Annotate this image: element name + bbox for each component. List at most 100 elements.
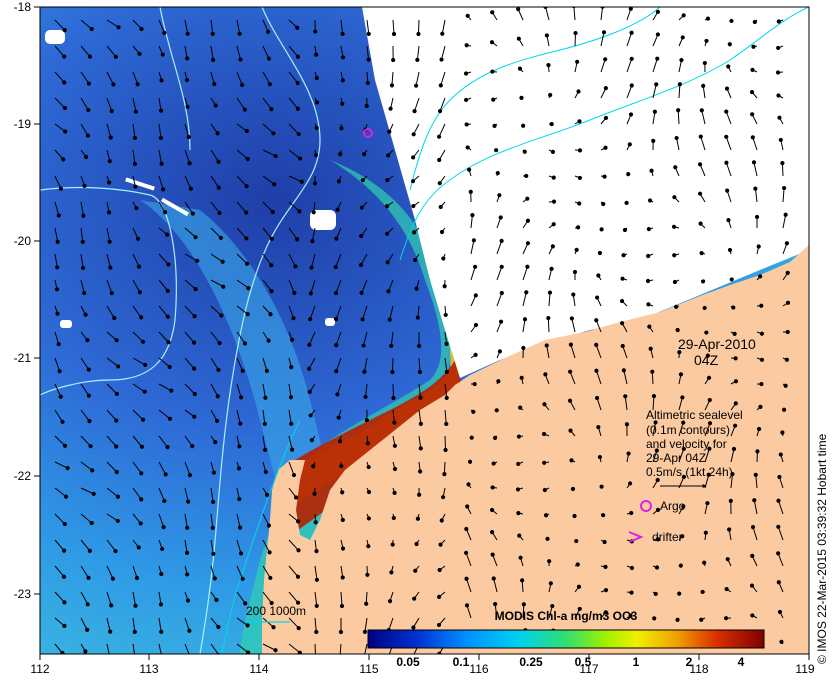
velocity-arrow-head <box>490 69 495 74</box>
velocity-arrow-head <box>159 161 164 166</box>
velocity-arrow-head <box>673 165 678 170</box>
velocity-arrow <box>622 345 628 359</box>
velocity-arrow-head <box>518 405 523 410</box>
velocity-arrow-head <box>337 439 343 444</box>
velocity-arrow <box>262 97 272 110</box>
velocity-arrow-head <box>629 510 634 516</box>
velocity-arrow <box>595 370 602 385</box>
velocity-arrow-head <box>63 494 69 499</box>
velocity-arrow <box>574 33 577 47</box>
velocity-arrow-head <box>697 191 703 196</box>
velocity-arrow-head <box>524 173 529 179</box>
velocity-arrow-head <box>655 537 660 542</box>
velocity-arrow <box>184 643 190 654</box>
velocity-arrow-head <box>524 290 529 295</box>
velocity-arrow <box>288 643 301 654</box>
velocity-arrow-head <box>497 349 502 354</box>
velocity-arrow <box>522 266 528 281</box>
velocity-arrow-head <box>522 317 528 322</box>
velocity-arrow <box>465 552 472 567</box>
velocity-arrow-head <box>436 622 442 628</box>
velocity-arrow-head <box>240 368 245 373</box>
velocity-arrow-head <box>62 521 67 527</box>
velocity-arrow-head <box>273 648 278 653</box>
velocity-arrow-head <box>297 650 302 654</box>
velocity-arrow-head <box>113 54 118 59</box>
velocity-arrow-head <box>386 289 391 294</box>
velocity-arrow <box>522 292 527 307</box>
velocity-arrow-head <box>707 397 712 403</box>
velocity-arrow-head <box>551 199 557 204</box>
velocity-arrow-head <box>576 89 581 94</box>
velocity-arrow <box>106 591 112 606</box>
velocity-arrow-head <box>142 389 147 394</box>
velocity-arrow <box>106 539 116 552</box>
velocity-arrow-head <box>729 277 734 282</box>
velocity-arrow-head <box>411 203 416 209</box>
velocity-arrow-head <box>602 174 607 179</box>
velocity-arrow-head <box>776 45 781 51</box>
velocity-arrow-head <box>655 477 660 483</box>
velocity-arrow <box>288 305 294 319</box>
velocity-arrow-head <box>237 444 242 449</box>
velocity-arrow-head <box>731 305 736 310</box>
colorbar-tick: 0.5 <box>575 655 592 669</box>
velocity-arrow-head <box>108 135 113 140</box>
velocity-arrow-head <box>574 538 579 544</box>
velocity-arrow-head <box>542 487 547 493</box>
velocity-arrow-head <box>339 603 345 609</box>
velocity-arrow-head <box>413 83 419 88</box>
velocity-arrow-head <box>516 7 521 12</box>
velocity-arrow-head <box>364 601 369 606</box>
velocity-arrow <box>623 370 628 385</box>
velocity-arrow-head <box>646 253 651 259</box>
velocity-arrow <box>262 45 270 59</box>
velocity-arrow <box>388 617 394 631</box>
velocity-arrow-head <box>546 63 551 68</box>
velocity-arrow-head <box>781 407 787 412</box>
velocity-arrow-head <box>464 526 469 532</box>
velocity-arrow <box>158 253 169 265</box>
credit-text: © IMOS 22-Mar-2015 03:39:32 Hobart time <box>815 433 829 664</box>
velocity-arrow-head <box>165 232 170 237</box>
velocity-arrow <box>624 396 628 411</box>
velocity-arrow <box>755 474 758 489</box>
velocity-arrow-head <box>574 247 579 252</box>
velocity-arrow-head <box>437 108 443 114</box>
velocity-arrow <box>547 318 550 333</box>
velocity-arrow <box>595 344 602 359</box>
velocity-arrow <box>106 331 117 341</box>
velocity-arrow-head <box>307 342 312 347</box>
plot-frame <box>39 6 810 655</box>
velocity-arrow-head <box>273 153 278 159</box>
velocity-arrow <box>80 383 90 396</box>
velocity-arrow-head <box>391 395 396 401</box>
velocity-arrow-head <box>756 426 762 432</box>
lat-tick-label: -18 <box>14 0 32 14</box>
velocity-arrow <box>522 604 525 619</box>
velocity-arrow-head <box>242 107 247 112</box>
velocity-arrow-head <box>776 93 781 98</box>
velocity-arrow <box>184 253 198 262</box>
velocity-arrow <box>389 305 394 320</box>
velocity-arrow-head <box>547 559 552 564</box>
velocity-arrow-head <box>263 447 268 452</box>
velocity-arrow-head <box>549 122 554 127</box>
velocity-arrow-head <box>212 81 217 87</box>
velocity-arrow-head <box>463 97 469 103</box>
velocity-arrow-head <box>678 563 683 568</box>
velocity-arrow-head <box>88 444 93 449</box>
velocity-arrow <box>184 19 189 34</box>
velocity-arrow-head <box>133 184 138 189</box>
velocity-arrow-head <box>236 466 242 471</box>
velocity-arrow-head <box>114 418 119 423</box>
velocity-arrow-head <box>263 395 268 400</box>
velocity-arrow-head <box>733 356 738 361</box>
velocity-arrow <box>106 617 111 632</box>
velocity-arrow-head <box>333 290 339 296</box>
velocity-arrow-head <box>166 340 171 345</box>
velocity-arrow-head <box>542 460 547 465</box>
velocity-arrow-head <box>619 298 625 304</box>
velocity-arrow-head <box>784 241 790 246</box>
velocity-arrow <box>54 383 62 397</box>
